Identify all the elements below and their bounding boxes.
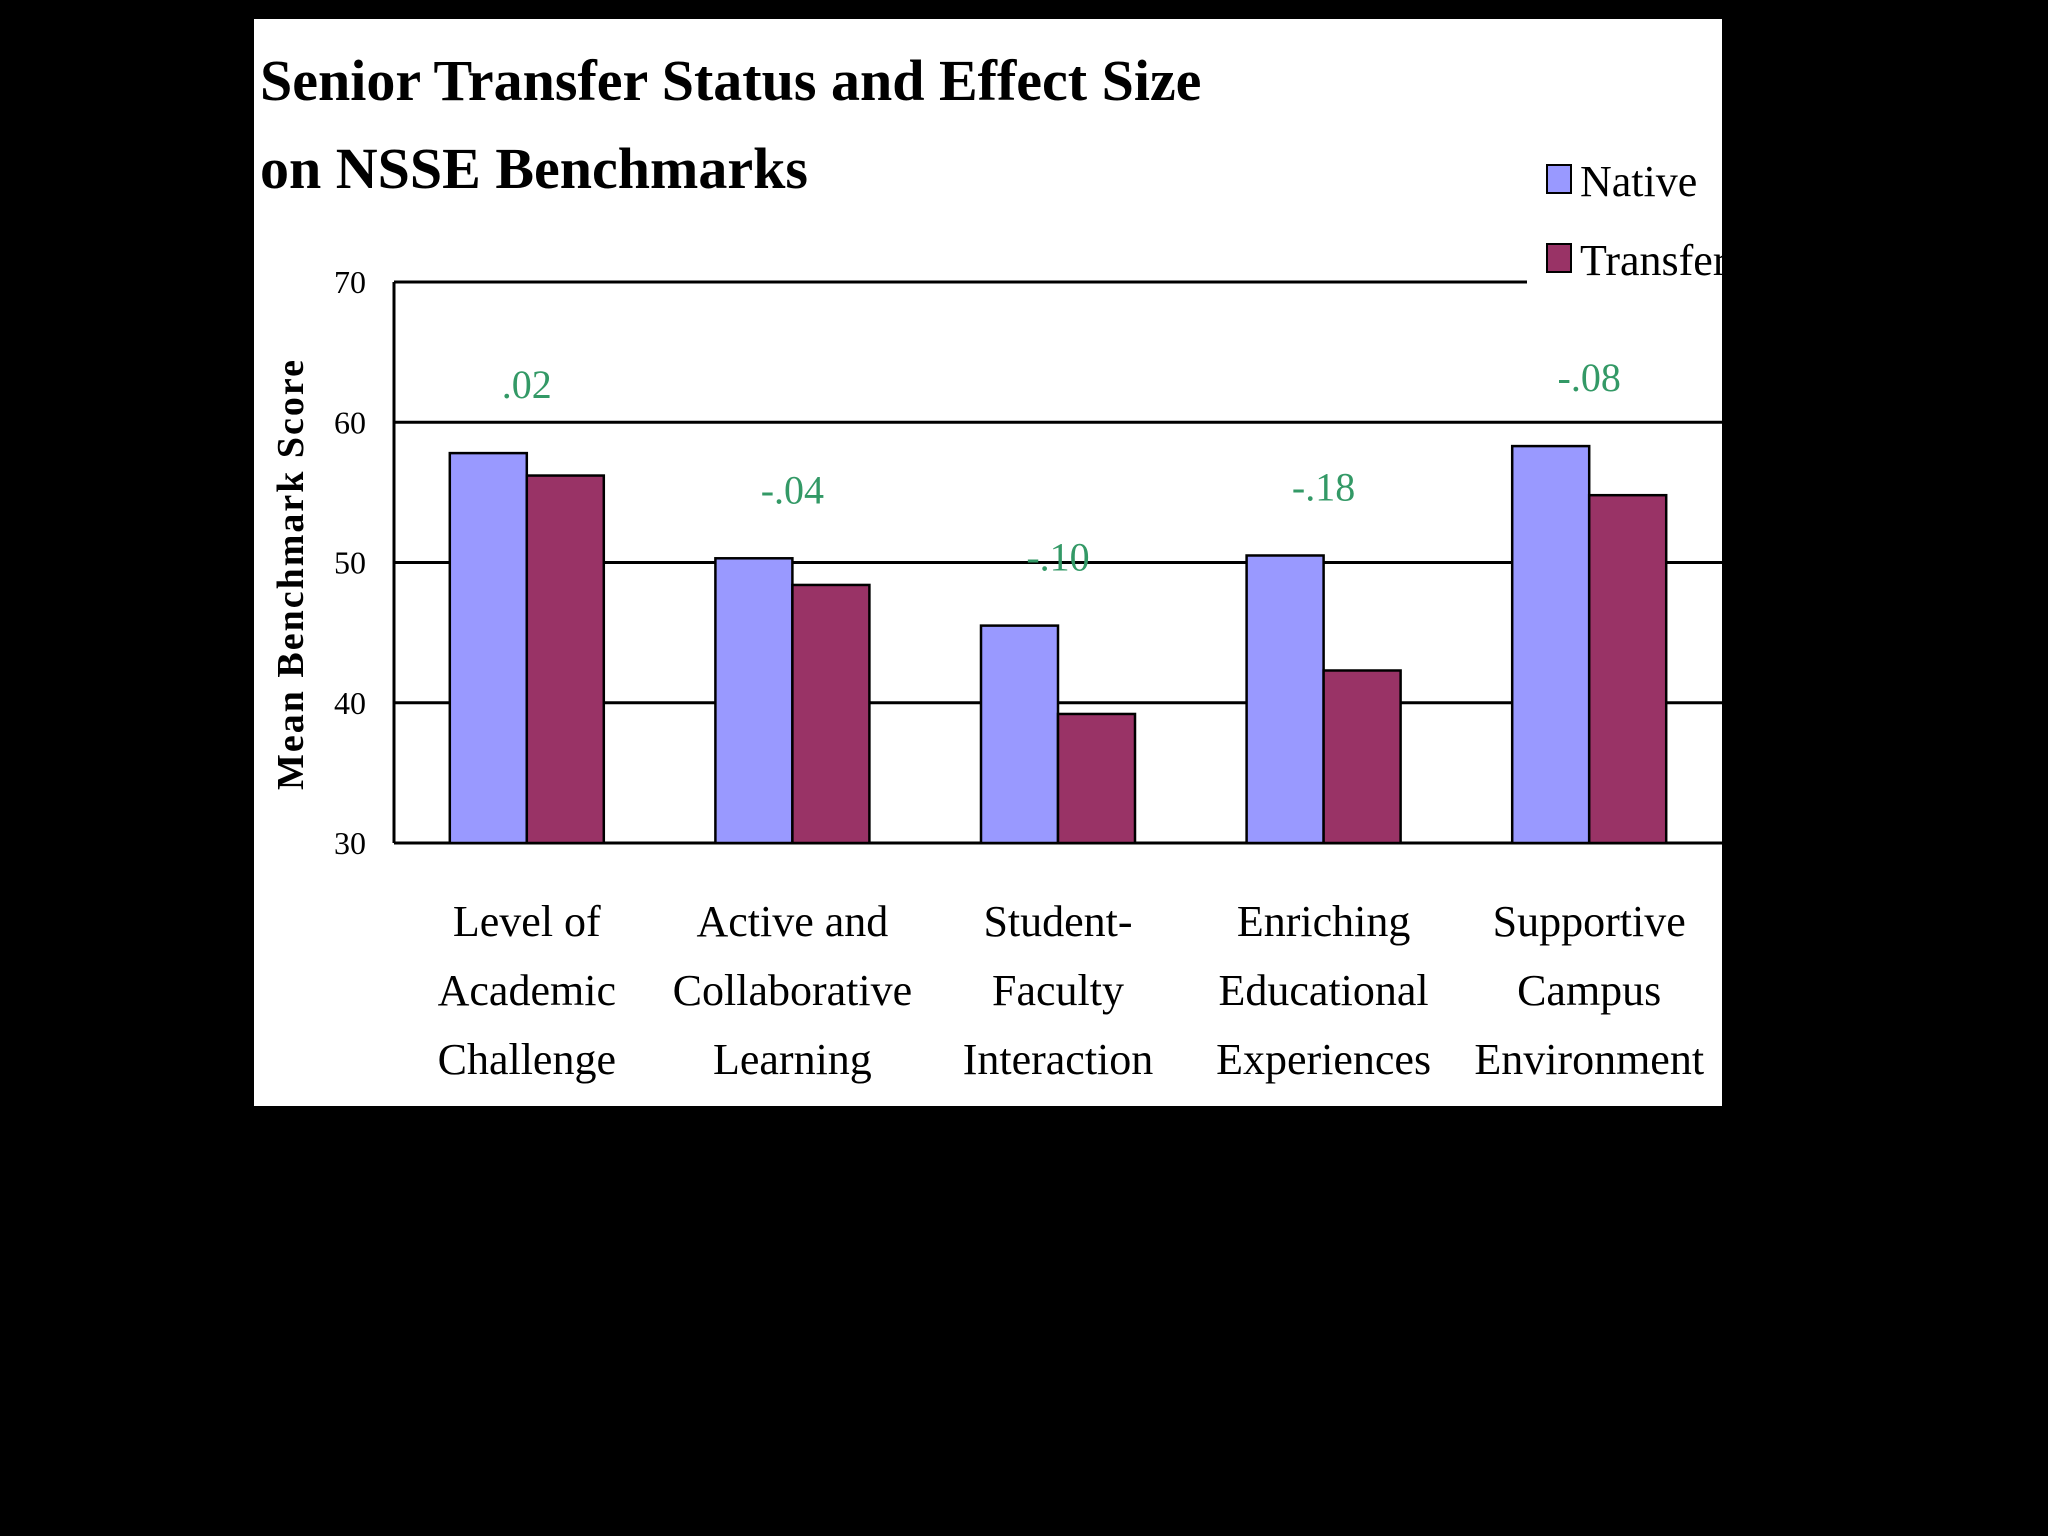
legend-swatch-transfer	[1546, 243, 1572, 273]
category-label-3-line-0: Enriching	[1237, 897, 1411, 946]
category-label-2-line-1: Faculty	[992, 966, 1124, 1015]
bar-transfer-4	[1587, 493, 1668, 845]
category-labels: Level of Academic Challenge Active and Colla…	[438, 897, 1704, 1084]
bar-native-0	[448, 451, 529, 845]
effect-size-label-2: -.10	[1026, 535, 1089, 580]
category-label-0-line-0: Level of	[453, 897, 601, 946]
bar-transfer-1	[791, 583, 871, 845]
bars	[448, 444, 1668, 845]
legend-swatch-native	[1546, 164, 1572, 194]
bar-transfer-0	[525, 474, 606, 845]
category-label-3-line-1: Educational	[1219, 966, 1429, 1015]
category-label-1-line-2: Learning	[713, 1035, 872, 1084]
category-label-1-line-0: Active and	[696, 897, 888, 946]
bar-native-2	[979, 624, 1060, 845]
category-label-2-line-0: Student-	[983, 897, 1132, 946]
effect-size-labels: .02 -.04 -.10 -.18 -.08	[502, 355, 1621, 580]
legend-label-transfer: Transfer	[1580, 236, 1728, 285]
legend: Native Transfer	[1546, 157, 1728, 285]
effect-size-label-1: -.04	[761, 467, 824, 512]
category-label-0-line-1: Academic	[438, 966, 616, 1015]
category-label-4-line-0: Supportive	[1493, 897, 1686, 946]
effect-size-label-4: -.08	[1558, 355, 1621, 400]
category-label-0-line-2: Challenge	[438, 1035, 616, 1084]
category-label-4-line-2: Environment	[1474, 1035, 1704, 1084]
bar-native-3	[1245, 554, 1325, 845]
category-label-2-line-2: Interaction	[963, 1035, 1154, 1084]
category-label-3-line-2: Experiences	[1216, 1035, 1431, 1084]
y-tick-label-30: 30	[334, 825, 366, 861]
category-label-1-line-1: Collaborative	[673, 966, 913, 1015]
category-label-4-line-1: Campus	[1517, 966, 1661, 1015]
y-tick-label-70: 70	[334, 264, 366, 300]
effect-size-label-3: -.18	[1292, 464, 1355, 509]
chart-title-line-2: on NSSE Benchmarks	[260, 136, 808, 201]
y-axis-label: Mean Benchmark Score	[270, 358, 312, 790]
y-tick-labels: 70 60 50 40 30	[334, 264, 366, 861]
bar-transfer-2	[1056, 712, 1137, 845]
y-tick-label-50: 50	[334, 545, 366, 581]
y-tick-label-60: 60	[334, 404, 366, 440]
bar-transfer-3	[1322, 669, 1402, 845]
y-tick-label-40: 40	[334, 685, 366, 721]
bar-native-1	[714, 557, 794, 845]
effect-size-label-0: .02	[502, 362, 552, 407]
legend-label-native: Native	[1580, 157, 1697, 206]
bar-native-4	[1510, 444, 1591, 845]
chart-title-line-1: Senior Transfer Status and Effect Size	[260, 48, 1201, 113]
